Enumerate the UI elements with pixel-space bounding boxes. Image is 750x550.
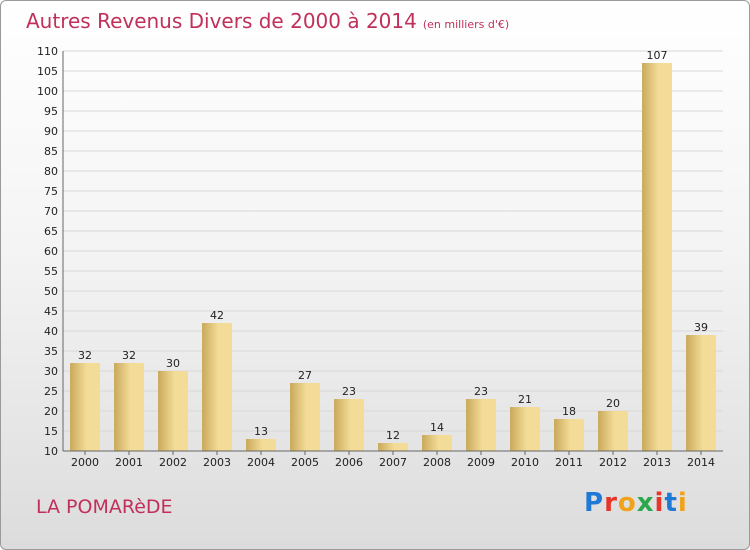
bar (378, 443, 408, 451)
x-tick-label: 2005 (291, 456, 319, 469)
y-tick-label: 35 (44, 345, 58, 358)
bar (202, 323, 232, 451)
chart-subtitle: (en milliers d'€) (422, 18, 510, 31)
data-label: 30 (166, 357, 180, 370)
y-tick-label: 55 (44, 265, 58, 278)
logo-letter: r (604, 488, 618, 518)
bar (510, 407, 540, 451)
y-tick-label: 10 (44, 445, 58, 458)
x-tick-label: 2009 (467, 456, 495, 469)
y-tick-label: 45 (44, 305, 58, 318)
bar (598, 411, 628, 451)
data-label: 39 (694, 321, 708, 334)
bar (466, 399, 496, 451)
y-tick-label: 95 (44, 105, 58, 118)
x-tick-label: 2008 (423, 456, 451, 469)
axes: 10 15 20 25 30 35 40 45 50 55 60 65 70 75 80 85 90 95 100 1… (37, 45, 723, 469)
data-label: 14 (430, 421, 444, 434)
y-tick-label: 50 (44, 285, 58, 298)
y-tick-label: 15 (44, 425, 58, 438)
y-tick-label: 40 (44, 325, 58, 338)
y-tick-label: 100 (37, 85, 58, 98)
data-label: 32 (122, 349, 136, 362)
data-label: 32 (78, 349, 92, 362)
bar (114, 363, 144, 451)
bar (290, 383, 320, 451)
y-tick-label: 25 (44, 385, 58, 398)
x-tick-label: 2007 (379, 456, 407, 469)
x-tick-label: 2004 (247, 456, 275, 469)
y-tick-label: 30 (44, 365, 58, 378)
bar (334, 399, 364, 451)
bar (642, 63, 672, 451)
y-tick-label: 80 (44, 165, 58, 178)
x-tick-label: 2000 (71, 456, 99, 469)
x-tick-label: 2006 (335, 456, 363, 469)
data-label: 20 (606, 397, 620, 410)
data-label: 107 (647, 49, 668, 62)
bar (686, 335, 716, 451)
x-tick-label: 2012 (599, 456, 627, 469)
x-tick-label: 2013 (643, 456, 671, 469)
logo-letter: x (636, 488, 655, 518)
logo-letter: i (677, 488, 688, 518)
data-label: 27 (298, 369, 312, 382)
proxiti-logo[interactable]: Proxiti (584, 488, 688, 518)
data-label: 18 (562, 405, 576, 418)
y-tick-label: 90 (44, 125, 58, 138)
bar (554, 419, 584, 451)
x-tick-label: 2003 (203, 456, 231, 469)
bar (158, 371, 188, 451)
y-tick-label: 105 (37, 65, 58, 78)
data-label: 23 (474, 385, 488, 398)
data-label: 21 (518, 393, 532, 406)
data-label: 13 (254, 425, 268, 438)
y-tick-label: 65 (44, 225, 58, 238)
y-tick-label: 110 (37, 45, 58, 58)
bar (70, 363, 100, 451)
x-tick-label: 2002 (159, 456, 187, 469)
logo-letter: i (654, 488, 665, 518)
x-tick-label: 2011 (555, 456, 583, 469)
data-label: 23 (342, 385, 356, 398)
bars: 32 32 30 42 13 27 23 12 14 23 21 18 20 107 39 (70, 49, 716, 451)
logo-letter: P (584, 488, 605, 518)
y-tick-label: 20 (44, 405, 58, 418)
commune-name: LA POMARèDE (36, 496, 173, 518)
y-tick-label: 60 (44, 245, 58, 258)
bar (422, 435, 452, 451)
data-label: 12 (386, 429, 400, 442)
x-tick-label: 2014 (687, 456, 715, 469)
chart-title-text: Autres Revenus Divers de 2000 à 2014 (26, 9, 417, 33)
chart-title: Autres Revenus Divers de 2000 à 2014 (en … (26, 9, 509, 33)
y-tick-label: 75 (44, 185, 58, 198)
x-tick-label: 2010 (511, 456, 539, 469)
logo-letter: t (664, 488, 678, 518)
y-tick-label: 85 (44, 145, 58, 158)
x-tick-label: 2001 (115, 456, 143, 469)
logo-letter: o (617, 488, 637, 518)
bar (246, 439, 276, 451)
data-label: 42 (210, 309, 224, 322)
y-tick-label: 70 (44, 205, 58, 218)
